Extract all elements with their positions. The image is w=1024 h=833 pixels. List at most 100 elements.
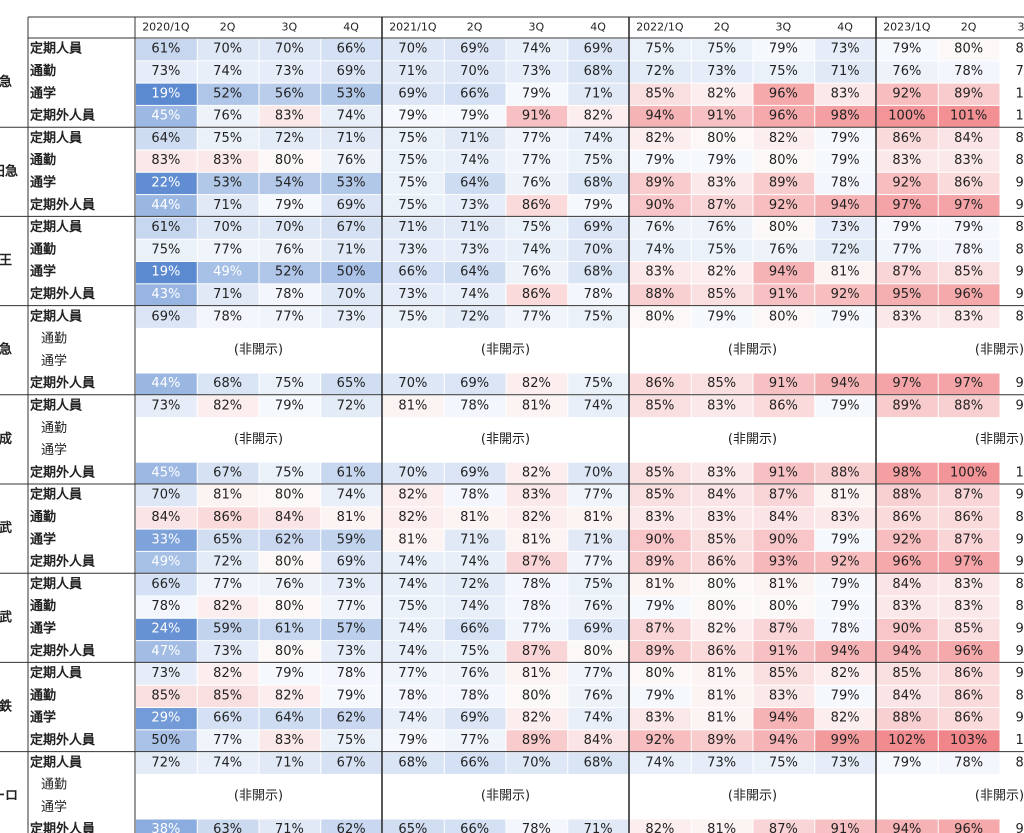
cell-value: 79%: [769, 42, 798, 57]
cell-bg: [259, 663, 321, 685]
cell-value: 79%: [645, 688, 674, 703]
cell-value: 74%: [398, 621, 427, 636]
cell-value: 52%: [275, 265, 304, 280]
cell-bg: [136, 306, 197, 328]
cell-value: 71%: [275, 822, 304, 833]
cell-bg: [630, 485, 691, 507]
cell-value: 24%: [151, 621, 180, 636]
cell-bg: [506, 61, 568, 83]
cell-value: 54%: [275, 175, 304, 190]
cell-value: 75%: [584, 153, 613, 168]
cell-value: 75%: [707, 242, 736, 257]
cell-value: 50%: [151, 733, 180, 748]
cell-value: 79%: [892, 755, 921, 770]
cell-bg: [321, 39, 382, 61]
cell-value: 8: [1016, 599, 1024, 614]
cell-bg: [321, 641, 382, 663]
cell-bg: [568, 685, 629, 707]
cell-value: 69%: [460, 465, 489, 480]
cell-bg: [197, 83, 259, 105]
cell-bg: [136, 529, 197, 551]
cell-value: 78%: [275, 287, 304, 302]
column-header: 2Q: [961, 21, 977, 34]
cell-bg: [197, 150, 259, 172]
cell-value: 99%: [831, 733, 860, 748]
cell-value: 80%: [769, 220, 798, 235]
cell-value: 53%: [337, 175, 366, 190]
cell-value: 91%: [707, 109, 736, 124]
cell-value: 82%: [398, 510, 427, 525]
cell-value: 78%: [460, 688, 489, 703]
cell-bg: [815, 551, 876, 574]
cell-value: 47%: [151, 644, 180, 659]
cell-bg: [815, 485, 876, 507]
cell-value: 74%: [213, 64, 242, 79]
cell-bg: [383, 641, 444, 663]
cell-value: 86%: [892, 131, 921, 146]
cell-bg: [877, 395, 938, 418]
column-header: 2023/1Q: [883, 21, 931, 34]
cell-value: 79%: [275, 398, 304, 413]
cell-value: 66%: [213, 711, 242, 726]
cell-bg: [691, 172, 753, 195]
cell-bg: [630, 262, 691, 284]
cell-value: 82%: [213, 398, 242, 413]
cell-value: 70%: [398, 42, 427, 57]
cell-bg: [136, 708, 197, 730]
cell-value: 75%: [584, 376, 613, 391]
cell-value: 85%: [213, 688, 242, 703]
cell-bg: [938, 217, 1000, 239]
cell-bg: [136, 217, 197, 239]
cell-value: 68%: [584, 175, 613, 190]
cell-bg: [197, 685, 259, 707]
cell-value: 81%: [460, 510, 489, 525]
cell-bg: [197, 172, 259, 195]
cell-value: 73%: [460, 242, 489, 257]
cell-value: 75%: [398, 599, 427, 614]
cell-bg: [691, 128, 753, 150]
cell-value: 33%: [151, 532, 180, 547]
cell-bg: [753, 485, 815, 507]
cell-bg: [136, 663, 197, 685]
cell-value: 76%: [213, 109, 242, 124]
cell-value: 94%: [645, 109, 674, 124]
undisclosed-note: (非開示): [975, 343, 1024, 358]
cell-value: 9: [1016, 265, 1024, 280]
cell-value: 44%: [151, 198, 180, 213]
cell-value: 9: [1016, 488, 1024, 503]
cell-value: 82%: [275, 688, 304, 703]
cell-value: 70%: [522, 755, 551, 770]
undisclosed-note: (非開示): [728, 789, 777, 804]
undisclosed-note: (非開示): [234, 343, 283, 358]
cell-value: 71%: [398, 64, 427, 79]
cell-value: 82%: [522, 510, 551, 525]
cell-bg: [506, 105, 568, 128]
cell-bg: [506, 574, 568, 596]
cell-bg: [753, 39, 815, 61]
row-label: 通学: [41, 799, 67, 815]
cell-bg: [259, 195, 321, 217]
cell-bg: [444, 752, 506, 774]
cell-bg: [197, 105, 259, 128]
cell-bg: [938, 105, 1000, 128]
cell-bg: [136, 551, 197, 574]
cell-bg: [321, 708, 382, 730]
cell-value: 67%: [337, 755, 366, 770]
cell-value: 79%: [522, 86, 551, 101]
cell-value: 62%: [275, 532, 304, 547]
cell-bg: [877, 708, 938, 730]
cell-bg: [506, 373, 568, 395]
cell-value: 78%: [151, 599, 180, 614]
cell-bg: [197, 195, 259, 217]
cell-value: 82%: [398, 488, 427, 503]
cell-value: 10: [1016, 465, 1024, 480]
cell-bg: [568, 239, 629, 261]
cell-value: 71%: [275, 755, 304, 770]
cell-bg: [506, 462, 568, 484]
cell-bg: [568, 217, 629, 239]
cell-bg: [197, 551, 259, 574]
cell-bg: [444, 819, 506, 833]
cell-value: 87%: [954, 532, 983, 547]
cell-bg: [630, 172, 691, 195]
cell-bg: [383, 284, 444, 306]
